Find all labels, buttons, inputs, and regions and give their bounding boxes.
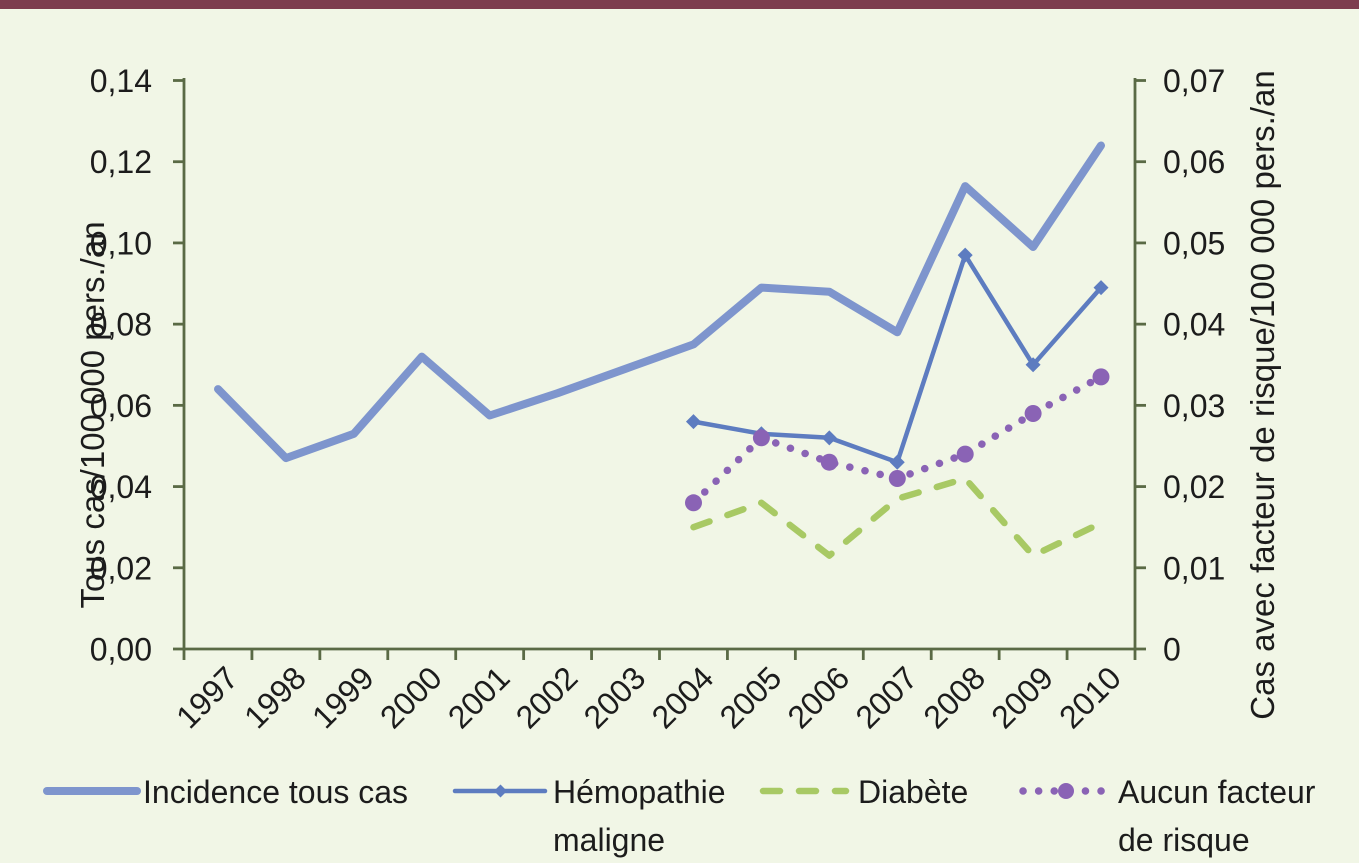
year-label-group: 2002: [509, 659, 585, 735]
year-label: 2009: [984, 659, 1060, 735]
legend-circle-marker: [1058, 783, 1074, 799]
legend-diamond-marker: [494, 784, 507, 798]
series-line-0: [214, 141, 1105, 463]
year-label: 2000: [373, 659, 449, 735]
axis-frame: [182, 78, 1137, 651]
right-axis-tick-label: 0,06: [1163, 144, 1225, 180]
circle-marker: [956, 445, 974, 463]
diamond-marker: [685, 414, 701, 430]
left-axis-tick-label: 0,00: [90, 632, 152, 668]
year-label-group: 2003: [577, 659, 653, 735]
year-label: 2008: [916, 659, 992, 735]
left-axis-tick-label: 0,04: [90, 469, 152, 505]
series-line-1: [691, 252, 1104, 465]
legend-label-line2: maligne: [553, 822, 665, 858]
year-label: 2006: [780, 659, 856, 735]
diamond-marker: [889, 454, 905, 470]
circle-marker: [888, 470, 906, 487]
top-accent-bar: [0, 0, 1359, 9]
year-label: 2005: [713, 659, 789, 735]
series-line-2: [690, 475, 1105, 559]
series: [214, 141, 1110, 559]
legend-label: Aucun facteur: [1118, 774, 1316, 810]
left-axis-tick-label: 0,10: [90, 225, 152, 261]
circle-marker: [1024, 405, 1042, 422]
diamond-marker: [1025, 357, 1041, 373]
year-label: 2001: [441, 659, 517, 735]
year-label: 1999: [305, 659, 381, 735]
year-label-group: 2004: [645, 659, 721, 735]
year-label-group: 2005: [713, 659, 789, 735]
left-axis-tick-label: 0,08: [90, 307, 152, 343]
left-axis-tick-label: 0,06: [90, 388, 152, 424]
diamond-marker: [957, 247, 973, 263]
right-axis-tick-label: 0,01: [1163, 550, 1225, 586]
year-label-group: 2007: [848, 659, 924, 735]
legend-label: Diabète: [858, 774, 968, 810]
right-axis-tick-label: 0,04: [1163, 307, 1225, 343]
legend-item-incidence-tous-cas: Incidence tous cas: [43, 774, 408, 810]
left-axis-tick-label: 0,14: [90, 63, 152, 99]
legend-label: Hémopathie: [553, 774, 726, 810]
year-label-group: 2001: [441, 659, 517, 735]
right-axis-tick-label: 0,02: [1163, 469, 1225, 505]
circle-marker: [1092, 368, 1110, 386]
year-label-group: 2009: [984, 659, 1060, 735]
left-axis-tick-label: 0,02: [90, 550, 152, 586]
diamond-marker: [821, 430, 837, 446]
left-axis-tick-label: 0,12: [90, 144, 152, 180]
left-axis-title: Tous cas/100 000 pers./an: [74, 221, 111, 608]
right-axis-tick-label: 0: [1163, 632, 1181, 668]
legend-label: Incidence tous cas: [143, 774, 408, 810]
year-label: 2010: [1052, 659, 1128, 735]
legend: Incidence tous cas Hémopathie maligne Di…: [43, 774, 1316, 858]
year-label: 1997: [169, 659, 245, 735]
right-axis-title: Cas avec facteur de risque/100 000 pers.…: [1244, 70, 1281, 719]
year-label-group: 2010: [1052, 659, 1128, 735]
year-label: 2002: [509, 659, 585, 735]
year-label-group: 1997: [169, 659, 245, 735]
legend-item-diabete: Diabète: [759, 774, 968, 810]
year-label: 2004: [645, 659, 721, 735]
year-label-group: 2008: [916, 659, 992, 735]
right-axis-tick-label: 0,07: [1163, 63, 1225, 99]
circle-marker: [820, 453, 838, 471]
right-axis-tick-label: 0,03: [1163, 388, 1225, 424]
circle-marker: [752, 429, 770, 447]
legend-item-aucun-facteur-de-risque: Aucun facteur de risque: [1019, 774, 1316, 858]
diamond-marker: [1093, 280, 1109, 296]
year-label: 2003: [577, 659, 653, 735]
year-label: 1998: [237, 659, 313, 735]
year-label-group: 2006: [780, 659, 856, 735]
year-label-group: 1999: [305, 659, 381, 735]
right-axis-tick-label: 0,05: [1163, 225, 1225, 261]
year-label-group: 1998: [237, 659, 313, 735]
year-label-group: 2000: [373, 659, 449, 735]
legend-label-line2: de risque: [1118, 822, 1250, 858]
circle-marker: [685, 494, 702, 512]
legend-item-hemopathie-maligne: Hémopathie maligne: [452, 774, 726, 858]
year-label: 2007: [848, 659, 924, 735]
axes: 0,00 0,02 0,04 0,06 0,08 0,10 0,12 0,14 0 0,01 0,0…: [90, 63, 1226, 735]
